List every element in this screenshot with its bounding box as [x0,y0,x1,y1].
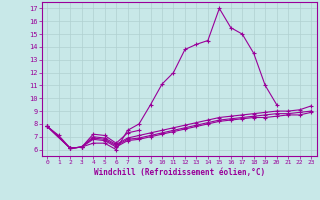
X-axis label: Windchill (Refroidissement éolien,°C): Windchill (Refroidissement éolien,°C) [94,168,265,177]
